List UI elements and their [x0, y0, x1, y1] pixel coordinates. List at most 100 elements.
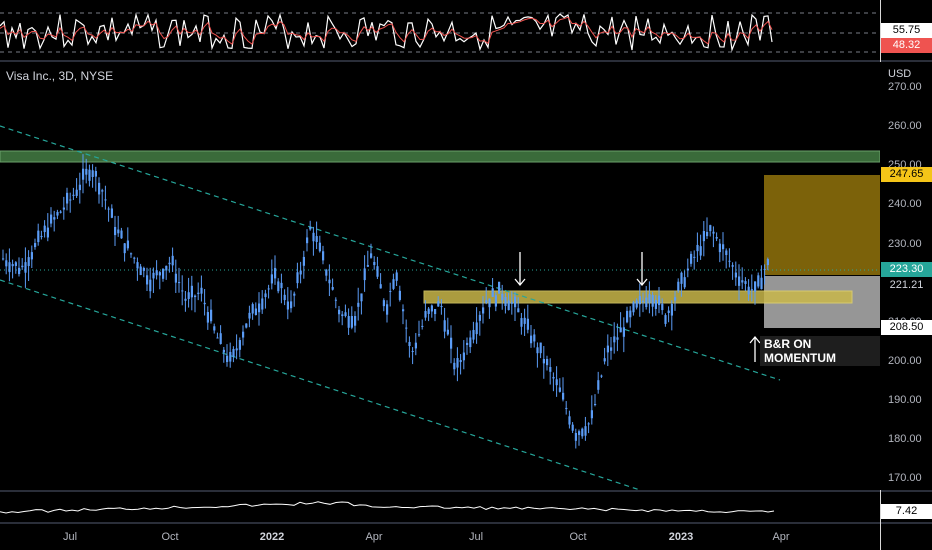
- time-tick: Apr: [772, 531, 790, 543]
- candle-body: [715, 236, 718, 239]
- candle-body: [226, 355, 229, 362]
- candle-body: [542, 359, 545, 364]
- candle-body: [46, 227, 49, 238]
- candle-body: [142, 267, 145, 271]
- price-tick: 200.00: [888, 355, 922, 367]
- candle-body: [334, 299, 337, 301]
- candle-body: [379, 284, 382, 289]
- candle-body: [309, 226, 312, 230]
- chart-canvas[interactable]: [0, 0, 880, 550]
- candle-body: [366, 265, 369, 267]
- price-tick: 170.00: [888, 472, 922, 484]
- candle-body: [699, 246, 702, 256]
- candle-body: [405, 327, 408, 329]
- candle-body: [318, 242, 321, 252]
- candle-body: [488, 298, 491, 308]
- candle-body: [18, 267, 21, 275]
- candle-body: [731, 265, 734, 267]
- candle-body: [30, 252, 33, 260]
- candle-body: [600, 375, 603, 377]
- candle-body: [21, 265, 24, 268]
- candle-body: [606, 345, 609, 353]
- candle-body: [78, 184, 81, 191]
- last-price-label: 223.30: [881, 262, 932, 277]
- candle-body: [286, 301, 289, 310]
- candle-body: [50, 214, 53, 224]
- time-tick: Jul: [468, 531, 484, 543]
- candle-body: [344, 312, 347, 317]
- volatility-line: [0, 501, 775, 514]
- candle-body: [27, 257, 30, 267]
- candle-body: [462, 352, 465, 361]
- candle-body: [741, 280, 744, 283]
- price-tick: 230.00: [888, 238, 922, 250]
- candle-body: [8, 262, 11, 273]
- candle-body: [539, 342, 542, 354]
- time-axis-separator: [0, 522, 932, 524]
- candle-body: [270, 274, 273, 284]
- candle-body: [117, 229, 120, 234]
- candle-body: [222, 349, 225, 353]
- candle-body: [616, 337, 619, 340]
- candle-body: [427, 308, 430, 314]
- candle-body: [370, 253, 373, 258]
- symbol-title[interactable]: Visa Inc., 3D, NYSE: [6, 69, 114, 83]
- candle-body: [696, 244, 699, 252]
- candle-body: [354, 316, 357, 326]
- candle-body: [306, 237, 309, 244]
- candle-body: [683, 277, 686, 288]
- candle-body: [670, 303, 673, 316]
- candle-body: [37, 230, 40, 243]
- candle-body: [312, 232, 315, 242]
- candle-body: [766, 259, 769, 266]
- candle-body: [56, 211, 59, 216]
- candle-body: [206, 312, 209, 323]
- candle-body: [472, 329, 475, 340]
- candle-body: [114, 226, 117, 236]
- candle-body: [421, 325, 424, 327]
- candle-body: [622, 327, 625, 337]
- price-tick: 260.00: [888, 120, 922, 132]
- candle-body: [85, 168, 88, 175]
- candle-body: [126, 240, 129, 249]
- candle-body: [728, 260, 731, 262]
- candle-body: [533, 334, 536, 342]
- pane-separator-top[interactable]: [0, 60, 932, 62]
- candle-body: [338, 309, 341, 315]
- time-tick: Oct: [569, 531, 587, 543]
- candle-body: [587, 423, 590, 425]
- candle-body: [437, 301, 440, 307]
- candle-body: [664, 315, 667, 324]
- volatility-value-label: 7.42: [881, 504, 932, 519]
- candle-body: [350, 316, 353, 328]
- candle-body: [190, 285, 193, 298]
- candle-body: [325, 269, 328, 276]
- candle-body: [594, 403, 597, 405]
- candle-body: [104, 199, 107, 201]
- time-tick: Oct: [161, 531, 179, 543]
- candle-body: [571, 424, 574, 431]
- price-tick: 180.00: [888, 433, 922, 445]
- candle-body: [456, 358, 459, 368]
- candle-body: [763, 268, 766, 270]
- rsi-pane[interactable]: [0, 0, 880, 60]
- candle-body: [510, 302, 513, 304]
- pane-separator-bottom[interactable]: [0, 490, 932, 492]
- candle-body: [558, 387, 561, 392]
- candle-body: [69, 199, 72, 201]
- candle-body: [229, 351, 232, 362]
- candle-body: [238, 340, 241, 350]
- candle-body: [210, 309, 213, 322]
- candle-body: [520, 318, 523, 327]
- candle-body: [386, 304, 389, 315]
- candle-body: [293, 293, 296, 296]
- candle-body: [485, 300, 488, 303]
- candle-body: [725, 250, 728, 256]
- candle-body: [738, 276, 741, 286]
- candle-body: [357, 302, 360, 307]
- price-tick: 190.00: [888, 394, 922, 406]
- candle-body: [494, 295, 497, 307]
- annotation-text[interactable]: B&R ON MOMENTUM: [760, 336, 880, 366]
- target-box: [764, 175, 880, 275]
- candle-body: [24, 262, 27, 273]
